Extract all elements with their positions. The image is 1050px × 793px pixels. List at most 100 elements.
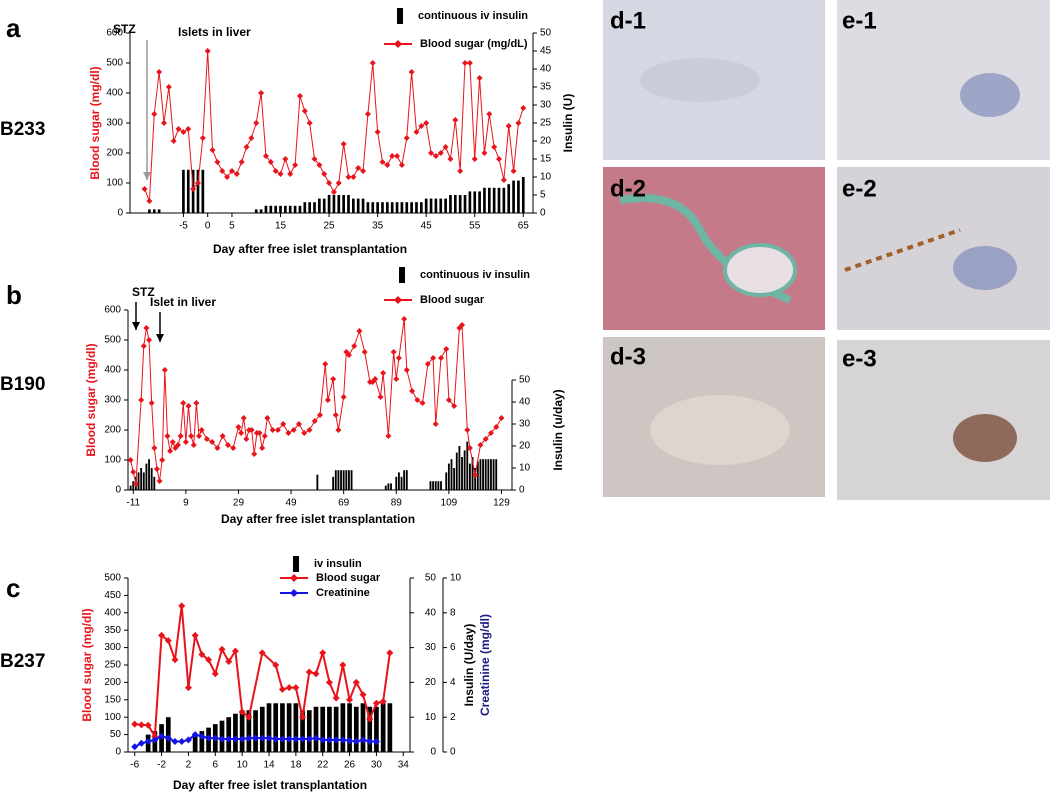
- marker: [194, 180, 201, 186]
- bar: [386, 202, 389, 213]
- bar: [400, 202, 404, 213]
- marker: [377, 394, 384, 400]
- marker: [243, 436, 250, 442]
- marker: [233, 171, 240, 177]
- marker: [299, 735, 307, 743]
- y-tick-label: 400: [104, 365, 121, 376]
- marker: [385, 433, 392, 439]
- marker: [352, 738, 360, 746]
- y-tick-label: 250: [104, 660, 121, 671]
- y-axis-label: Blood sugar (mg/dl): [84, 343, 98, 456]
- marker: [137, 739, 145, 747]
- bar: [432, 481, 435, 490]
- marker: [372, 738, 380, 746]
- islet: [960, 73, 1020, 117]
- bar: [199, 731, 205, 752]
- marker: [235, 424, 242, 430]
- y-tick-label: 200: [104, 677, 121, 688]
- bar: [484, 459, 487, 490]
- bar: [453, 468, 456, 490]
- bar: [313, 706, 319, 752]
- marker: [292, 162, 299, 168]
- bar: [239, 710, 245, 752]
- bar: [458, 446, 461, 490]
- bar: [327, 706, 332, 752]
- x-tick-label: 2: [186, 760, 192, 771]
- marker: [481, 150, 488, 156]
- bar: [246, 710, 252, 752]
- marker: [225, 735, 233, 743]
- bar: [266, 703, 272, 752]
- y-axis-label: Blood sugar (mg/dl): [80, 608, 94, 721]
- y-tick-label: 0: [115, 747, 121, 758]
- marker: [282, 156, 289, 162]
- legend-swatch: [397, 8, 403, 24]
- x-tick-label: 49: [286, 498, 298, 509]
- bar: [347, 703, 352, 752]
- marker: [224, 174, 231, 180]
- bar: [352, 198, 355, 213]
- marker: [198, 427, 205, 433]
- marker: [148, 400, 155, 406]
- bar: [153, 476, 156, 490]
- x-tick-label: 65: [518, 221, 530, 232]
- bar: [148, 209, 151, 213]
- marker: [218, 645, 226, 653]
- bar: [284, 205, 287, 213]
- bar: [405, 202, 409, 213]
- y2-tick-label: 30: [540, 100, 552, 111]
- marker: [219, 168, 226, 174]
- bar: [308, 202, 311, 213]
- bar: [390, 483, 392, 490]
- marker: [285, 735, 293, 743]
- marker: [299, 713, 307, 721]
- marker: [447, 156, 454, 162]
- marker: [351, 343, 358, 349]
- marker: [144, 738, 152, 746]
- marker: [280, 421, 287, 427]
- marker: [225, 658, 233, 666]
- marker: [175, 126, 182, 132]
- marker: [312, 670, 320, 678]
- marker: [158, 631, 166, 639]
- marker: [245, 734, 253, 742]
- bar: [360, 703, 366, 752]
- marker: [335, 427, 342, 433]
- bar: [293, 703, 299, 752]
- annotation: STZ: [113, 22, 136, 36]
- bar: [132, 481, 135, 490]
- y2-axis-label: Insulin (U): [561, 94, 575, 153]
- y-tick-label: 400: [106, 88, 123, 99]
- marker: [482, 436, 489, 442]
- marker: [346, 696, 354, 704]
- bar: [334, 470, 337, 490]
- marker: [393, 376, 400, 382]
- marker: [146, 337, 153, 343]
- legend-marker: [394, 296, 402, 304]
- micrograph: [837, 167, 1050, 330]
- x-tick-label: 22: [317, 760, 329, 771]
- bar: [186, 169, 190, 213]
- micrographs: d-1 e-1 d-2 e-2 d-3 e-3: [603, 0, 1050, 500]
- marker: [171, 738, 179, 746]
- y-tick-label: 500: [104, 573, 121, 584]
- marker: [193, 400, 200, 406]
- y2-tick-label: 10: [540, 172, 552, 183]
- marker: [319, 736, 327, 744]
- marker: [403, 135, 410, 141]
- marker: [156, 69, 163, 75]
- bar: [350, 470, 353, 490]
- legend-swatch: [399, 267, 405, 283]
- x-tick-label: 26: [344, 760, 356, 771]
- marker: [442, 144, 449, 150]
- marker: [171, 656, 179, 664]
- marker: [340, 141, 347, 147]
- bar: [298, 205, 302, 213]
- bar: [353, 706, 359, 752]
- marker: [131, 743, 139, 751]
- bar: [429, 198, 433, 213]
- marker: [332, 412, 339, 418]
- marker: [379, 698, 387, 706]
- marker: [264, 415, 271, 421]
- bar: [440, 481, 442, 490]
